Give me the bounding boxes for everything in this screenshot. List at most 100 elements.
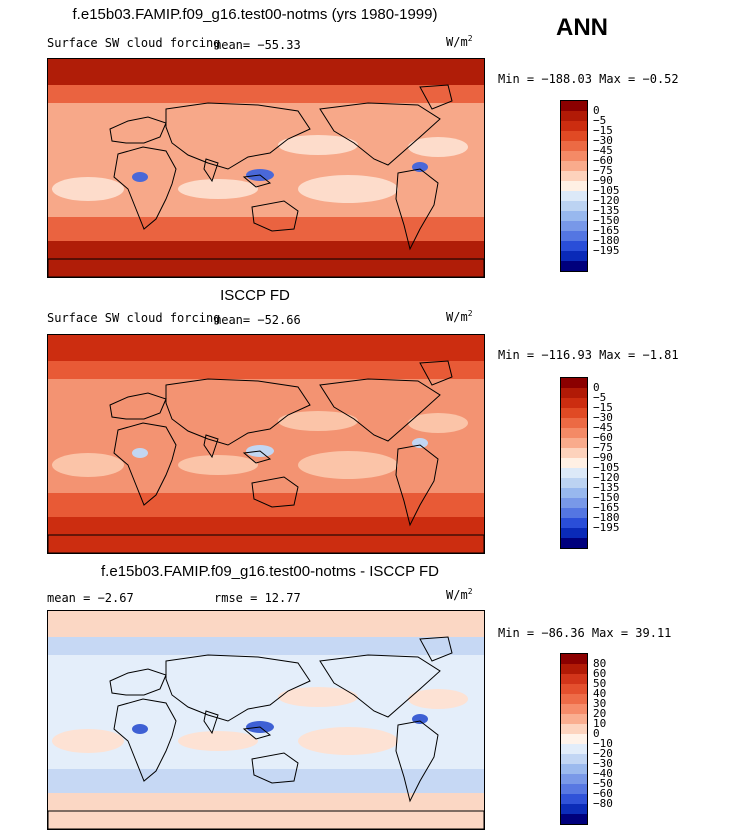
panel2-variable: Surface SW cloud forcing	[47, 311, 221, 325]
colorbar-segment	[561, 438, 587, 448]
field-s-indian	[178, 179, 258, 199]
colorbar-segment	[561, 674, 587, 684]
panel3-units: W/m2	[446, 587, 473, 602]
colorbar-label: −75	[593, 164, 613, 177]
field-n-atlantic	[408, 137, 468, 157]
coastline	[48, 534, 484, 553]
panel1-variable: Surface SW cloud forcing	[47, 36, 221, 50]
coastline	[251, 200, 299, 232]
colorbar-segment	[561, 251, 587, 261]
colorbar-segment	[561, 704, 587, 714]
coastline	[242, 174, 272, 188]
colorbar-segment	[561, 131, 587, 141]
colorbar-label: 20	[593, 707, 607, 720]
colorbar-segment	[561, 201, 587, 211]
colorbar-segment	[561, 774, 587, 784]
colorbar-label: −15	[593, 401, 613, 414]
season-label: ANN	[556, 14, 608, 41]
colorbar-label: −30	[593, 757, 613, 770]
panel3-mean: mean = −2.67	[47, 591, 134, 605]
colorbar-label: −105	[593, 461, 620, 474]
panel1-units: W/m2	[446, 34, 473, 49]
colorbar-segment	[561, 784, 587, 794]
colorbar-label: −45	[593, 144, 613, 157]
colorbar-segment	[561, 141, 587, 151]
colorbar-label: 60	[593, 667, 607, 680]
colorbar-segment	[561, 814, 587, 824]
field-n-atlantic	[408, 413, 468, 433]
colorbar-label: 0	[593, 104, 600, 117]
colorbar-segment	[561, 121, 587, 131]
colorbar-label: −60	[593, 431, 613, 444]
colorbar-label: 80	[593, 657, 607, 670]
panel2-minmax: Min = −116.93 Max = −1.81	[498, 348, 679, 362]
colorbar-label: −80	[593, 797, 613, 810]
colorbar-label: −30	[593, 411, 613, 424]
colorbar-segment	[561, 408, 587, 418]
coastline	[109, 392, 167, 420]
panel3-map	[47, 610, 485, 830]
colorbar-segment	[561, 458, 587, 468]
coastline	[319, 102, 441, 166]
field-n-pacific	[278, 135, 358, 155]
colorbar-label: −5	[593, 114, 607, 127]
colorbar-segment	[561, 378, 587, 388]
colorbar-segment	[561, 151, 587, 161]
colorbar-segment	[561, 428, 587, 438]
colorbar-segment	[561, 448, 587, 458]
field-congo	[132, 172, 148, 182]
colorbar-segment	[561, 664, 587, 674]
colorbar-label: −180	[593, 234, 620, 247]
colorbar-label: −15	[593, 124, 613, 137]
field-n-pacific	[278, 411, 358, 431]
colorbar-segment	[561, 694, 587, 704]
coastline	[251, 476, 299, 508]
colorbar-label: −20	[593, 747, 613, 760]
colorbar-label: 30	[593, 697, 607, 710]
colorbar-label: −5	[593, 391, 607, 404]
colorbar-segment	[561, 398, 587, 408]
coastline	[203, 710, 219, 735]
colorbar-label: −105	[593, 184, 620, 197]
panel2-mean: mean= −52.66	[214, 313, 301, 327]
field-se-pacific	[298, 451, 398, 479]
colorbar-segment	[561, 161, 587, 171]
panel3-colorbar	[560, 653, 588, 825]
coastline	[203, 158, 219, 183]
panel1-minmax: Min = −188.03 Max = −0.52	[498, 72, 679, 86]
colorbar-label: −165	[593, 224, 620, 237]
colorbar-segment	[561, 654, 587, 664]
field-congo	[132, 724, 148, 734]
field-arctic-band	[48, 611, 484, 637]
panel3-rmse: rmse = 12.77	[214, 591, 301, 605]
colorbar-segment	[561, 538, 587, 548]
colorbar-segment	[561, 478, 587, 488]
coastline	[109, 668, 167, 696]
field-s-indian	[178, 731, 258, 751]
field-congo	[132, 448, 148, 458]
colorbar-label: −150	[593, 491, 620, 504]
colorbar-segment	[561, 221, 587, 231]
colorbar-label: −90	[593, 174, 613, 187]
colorbar-label: 50	[593, 677, 607, 690]
colorbar-label: −40	[593, 767, 613, 780]
colorbar-segment	[561, 388, 587, 398]
field-s-indian	[178, 455, 258, 475]
colorbar-segment	[561, 418, 587, 428]
panel2-title: ISCCP FD	[220, 287, 290, 304]
colorbar-segment	[561, 794, 587, 804]
colorbar-segment	[561, 101, 587, 111]
coastline	[165, 102, 311, 170]
panel3-minmax: Min = −86.36 Max = 39.11	[498, 626, 672, 640]
colorbar-label: −165	[593, 501, 620, 514]
coastline	[419, 84, 453, 110]
colorbar-label: −120	[593, 194, 620, 207]
colorbar-segment	[561, 528, 587, 538]
colorbar-label: −75	[593, 441, 613, 454]
field-north-band	[48, 637, 484, 655]
coastline	[48, 810, 484, 829]
colorbar-label: −195	[593, 244, 620, 257]
field-s-atlantic	[52, 177, 124, 201]
field-south-band	[48, 217, 484, 241]
coastline	[395, 444, 439, 527]
